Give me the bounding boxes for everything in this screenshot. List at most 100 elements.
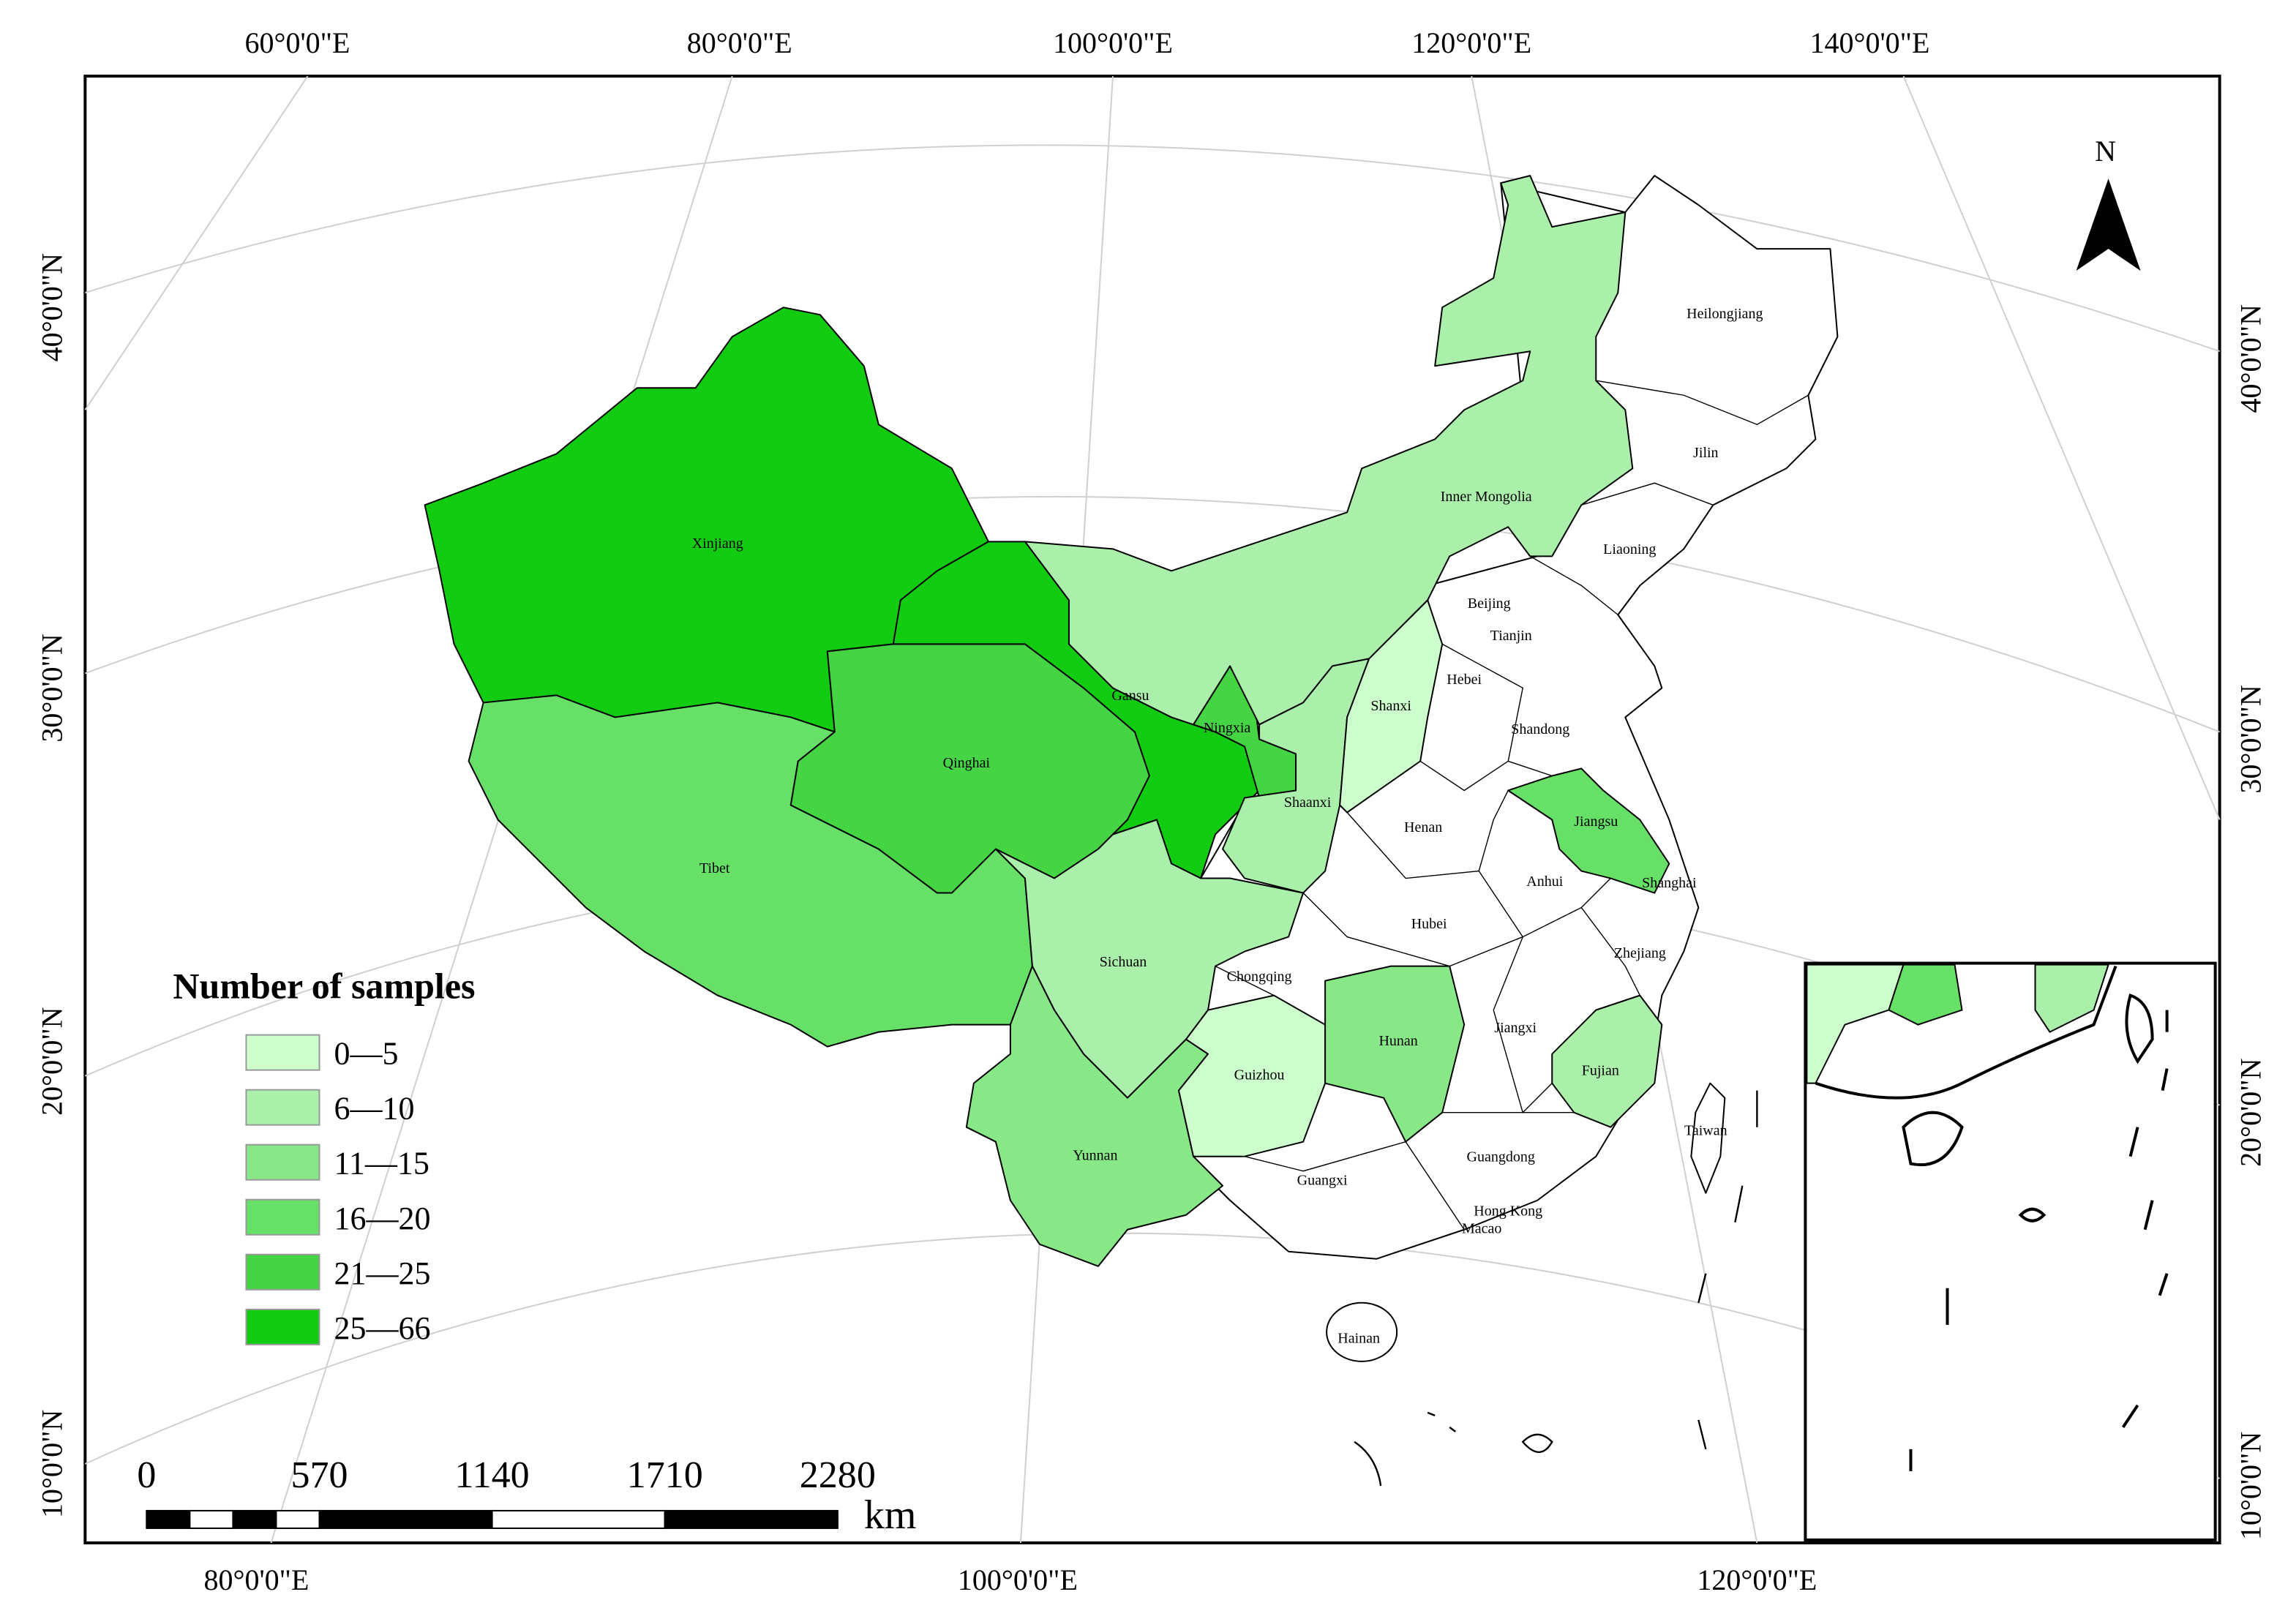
scale-tick-label: 570 — [290, 1454, 348, 1496]
province-label: Gansu — [1111, 688, 1149, 704]
legend-title: Number of samples — [173, 966, 475, 1007]
province-label: Ningxia — [1204, 720, 1251, 736]
province-border — [1419, 760, 1509, 792]
top-label: 120°0'0"E — [1411, 26, 1531, 59]
right-label: 20°0'0"N — [2235, 1058, 2267, 1166]
province-label: Xinjiang — [692, 536, 743, 552]
meridian — [84, 75, 309, 410]
province-label: Hainan — [1338, 1330, 1380, 1346]
province-label: Jiangxi — [1494, 1020, 1537, 1036]
graticule-labels: 60°0'0"E 80°0'0"E 100°0'0"E 120°0'0"E 14… — [35, 26, 2267, 1596]
left-label: 10°0'0"N — [35, 1410, 68, 1518]
north-arrow: N — [2076, 135, 2141, 271]
province-label: Tianjin — [1490, 628, 1532, 644]
inset-region — [2034, 963, 2109, 1033]
province — [965, 965, 1224, 1267]
province-border — [1580, 907, 1640, 996]
top-label: 100°0'0"E — [1053, 26, 1173, 59]
hainan-island — [1326, 1301, 1398, 1362]
province-label: Inner Mongolia — [1441, 489, 1532, 505]
province-label: Yunnan — [1073, 1147, 1117, 1163]
top-label: 60°0'0"E — [244, 26, 350, 59]
right-label: 30°0'0"N — [2235, 685, 2267, 793]
province-label: Anhui — [1526, 874, 1563, 890]
province-border — [1215, 965, 1275, 996]
province-label: Sichuan — [1100, 954, 1147, 970]
province-label: Guangxi — [1297, 1172, 1348, 1188]
meridian — [1902, 75, 2221, 820]
inset-region — [1888, 963, 1963, 1026]
province-label: Fujian — [1582, 1062, 1619, 1078]
legend-swatch — [245, 1089, 320, 1126]
bottom-label: 100°0'0"E — [958, 1563, 1078, 1596]
legend-swatch — [245, 1143, 320, 1181]
scale-segment — [664, 1509, 839, 1529]
provinces — [424, 175, 1839, 1362]
province-label: Macao — [1462, 1220, 1501, 1236]
province-label: Shaanxi — [1284, 795, 1332, 811]
province-border — [1244, 1141, 1465, 1231]
province — [1324, 965, 1466, 1143]
province-border — [1302, 893, 1523, 967]
province-label: Chongqing — [1227, 969, 1292, 985]
left-label: 20°0'0"N — [35, 1007, 68, 1115]
inset — [1804, 961, 2217, 1541]
province-label: Liaoning — [1603, 541, 1656, 557]
province-border — [1478, 871, 1611, 938]
scale-segment — [189, 1509, 234, 1529]
left-label: 40°0'0"N — [35, 253, 68, 361]
scale-segment — [232, 1509, 277, 1529]
province-label: Hebei — [1447, 672, 1482, 688]
province-label: Henan — [1404, 819, 1442, 835]
province — [1024, 175, 1634, 726]
scale-segment — [146, 1509, 191, 1529]
province-label: Heilongjiang — [1687, 306, 1763, 322]
bottom-label: 120°0'0"E — [1697, 1563, 1817, 1596]
province-label: Zhejiang — [1614, 945, 1666, 961]
legend-swatch — [245, 1308, 320, 1345]
scale-segment — [491, 1509, 666, 1529]
islands-outline — [1354, 1090, 1758, 1487]
province-border — [1493, 936, 1553, 1114]
province-label: Qinghai — [943, 755, 991, 771]
inset-frame — [1804, 961, 2217, 1541]
legend-swatch — [245, 1253, 320, 1291]
province-label: Jiangsu — [1574, 814, 1618, 830]
legend-label: 0—5 — [334, 1036, 398, 1072]
legend-swatch — [245, 1034, 320, 1071]
province-border — [1529, 555, 1618, 615]
top-label: 140°0'0"E — [1809, 26, 1929, 59]
province — [1178, 994, 1327, 1157]
province-label: Tibet — [699, 860, 730, 876]
province — [1551, 994, 1663, 1128]
right-label: 10°0'0"N — [2235, 1432, 2267, 1540]
province-label: Shandong — [1511, 721, 1569, 737]
scale-unit: km — [864, 1492, 917, 1538]
legend: 0—5 6—10 11—15 16—20 21—25 25—66 — [245, 1034, 430, 1346]
taiwan-island — [1690, 1082, 1726, 1194]
top-label: 80°0'0"E — [687, 26, 792, 59]
province-label: Beijing — [1468, 596, 1511, 612]
province — [1339, 599, 1444, 814]
bottom-label: 80°0'0"E — [203, 1563, 309, 1596]
scale-segment — [275, 1509, 320, 1529]
north-label: N — [2095, 135, 2116, 168]
inset-outline — [1815, 965, 2169, 1471]
legend-label: 21—25 — [334, 1255, 430, 1291]
scale-tick-label: 1140 — [455, 1454, 530, 1496]
province-label: Taiwan — [1684, 1122, 1727, 1138]
province-label: Guizhou — [1234, 1067, 1285, 1083]
scale-tick-label: 1710 — [627, 1454, 703, 1496]
left-label: 30°0'0"N — [35, 634, 68, 742]
province-label: Guangdong — [1467, 1149, 1535, 1165]
legend-label: 16—20 — [334, 1201, 430, 1236]
scale-tick-label: 0 — [137, 1454, 156, 1496]
province-border — [1441, 643, 1553, 777]
scale-segment — [318, 1509, 493, 1529]
north-arrow-shape — [2076, 179, 2141, 271]
legend-label: 25—66 — [334, 1310, 430, 1346]
province-label: Shanghai — [1642, 875, 1697, 891]
